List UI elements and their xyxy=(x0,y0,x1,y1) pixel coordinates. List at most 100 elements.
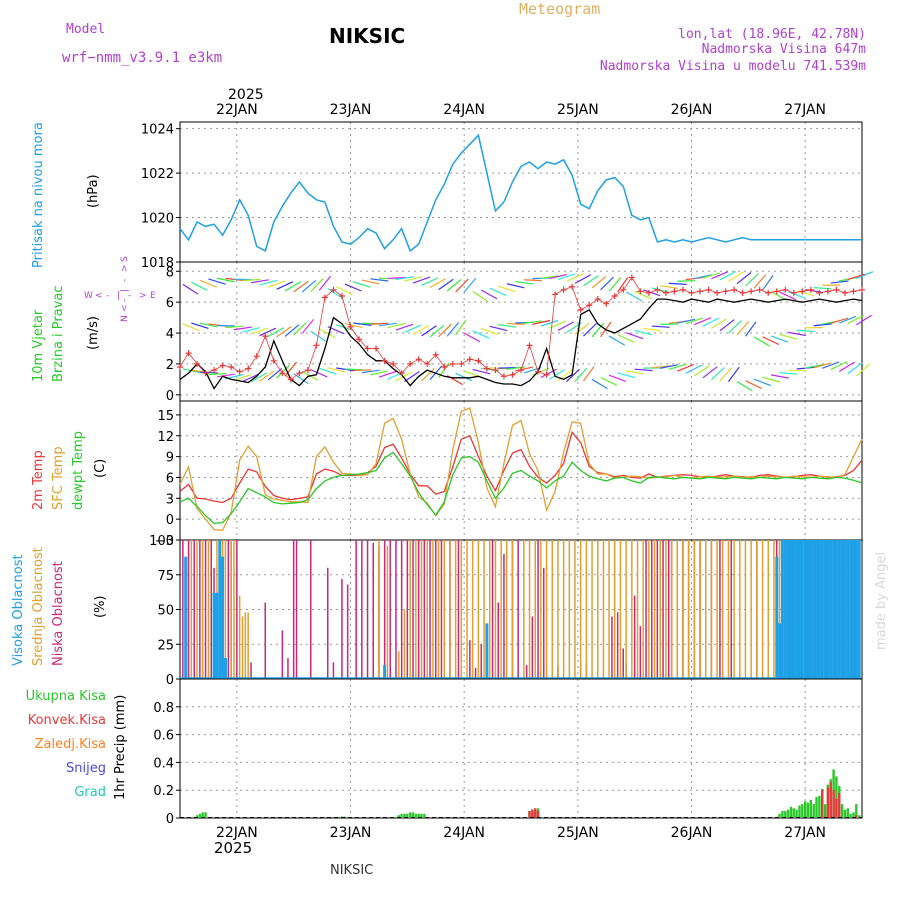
cloud-bar xyxy=(795,540,799,679)
y-tick-label: 0.4 xyxy=(153,756,174,771)
date-label-top: 22JAN xyxy=(216,102,258,118)
cloud-bar xyxy=(506,540,508,679)
model-label: Model xyxy=(66,22,105,37)
wind-arrow xyxy=(293,321,307,336)
cloud-bar xyxy=(417,540,420,679)
wind-arrow xyxy=(830,361,848,371)
cloud-bar xyxy=(184,556,188,679)
cloud-bar xyxy=(395,540,397,679)
wind-arrow xyxy=(216,324,235,327)
cloud-bar xyxy=(534,540,536,679)
date-label-top: 25JAN xyxy=(557,102,599,118)
wind-arrow xyxy=(421,325,437,337)
wind-dir-legend-char: < xyxy=(95,291,103,301)
cloud-bar xyxy=(383,665,387,679)
cloud-bar xyxy=(400,540,403,679)
pressure-unit: (hPa) xyxy=(86,174,101,208)
wind-arrow xyxy=(446,279,462,292)
cloud-bar xyxy=(852,540,855,679)
wind-arrow xyxy=(480,289,498,300)
precip-legend: Ukupna Kisa Konvek.Kisa Zaledj.Kisa Snijeg G… xyxy=(26,689,106,800)
cloud-bar xyxy=(196,540,198,679)
cloud-bar xyxy=(625,540,627,679)
cloud-bar xyxy=(659,540,661,679)
cloud-bar xyxy=(591,540,593,679)
cloud-bar xyxy=(327,567,329,679)
cloud-bar xyxy=(806,540,810,679)
cloud-bar xyxy=(829,540,833,679)
precip-bar xyxy=(795,809,798,818)
temp-unit: (C) xyxy=(93,459,108,478)
wind-arrow xyxy=(838,361,855,372)
wind-arrow xyxy=(719,270,737,281)
cloud-bar xyxy=(750,540,752,679)
cloud-bar xyxy=(597,540,599,679)
wind-arrow xyxy=(267,280,286,288)
cloud-bar xyxy=(332,662,335,679)
cloud-ylabel: Visoka Oblacnost xyxy=(11,554,26,666)
cloud-bar xyxy=(693,540,696,679)
wind-arrow xyxy=(557,369,573,382)
cloud-bar xyxy=(540,540,542,679)
cloud-bar xyxy=(346,584,349,679)
date-label-bottom: 26JAN xyxy=(671,825,713,841)
precip-bar xyxy=(829,781,832,818)
wind-arrow xyxy=(267,327,284,338)
y-tick-label: 6 xyxy=(166,471,174,486)
wind-arrow xyxy=(660,285,679,289)
wind-arrow xyxy=(250,327,269,335)
model-name: wrf−nmm_v3.9.1 e3km xyxy=(62,50,222,66)
wind-arrow xyxy=(463,332,481,343)
gust-line xyxy=(179,276,863,380)
cloud-bar xyxy=(264,602,266,679)
cloud-bar xyxy=(614,540,616,679)
wind-arrow xyxy=(711,318,727,329)
cloud-bar xyxy=(199,540,201,679)
y-tick-label: 9 xyxy=(166,451,174,466)
precip-legend-item: Grad xyxy=(74,785,106,800)
cloud-bar xyxy=(497,602,499,679)
cloud-bar xyxy=(238,595,241,679)
cloud-bar xyxy=(361,540,363,679)
temp-ylabel-sub: SFC Temp xyxy=(51,446,66,510)
cloud-bar xyxy=(523,540,525,679)
cloud-bar xyxy=(761,540,764,679)
wind-arrow xyxy=(336,285,353,296)
cloud-bar xyxy=(568,540,571,679)
panel-pressure: 1018 1020 1022 1024 Pritisak na nivou mora (h… xyxy=(31,121,863,271)
cloud-bar xyxy=(494,540,497,679)
cloud-bar xyxy=(733,540,735,679)
header-text: Model wrf−nmm_v3.9.1 e3km NIKSIC Meteogr… xyxy=(62,0,889,878)
date-label-top: 24JAN xyxy=(443,102,485,118)
wind-arrow xyxy=(301,319,315,334)
wind-arrow xyxy=(446,322,460,337)
cloud-bar xyxy=(244,612,247,679)
precip-bar xyxy=(409,812,412,818)
y-tick-label: 15 xyxy=(157,409,174,424)
precip-series-total_precip xyxy=(195,769,861,818)
cloud-bar xyxy=(826,540,830,679)
cloud-bar xyxy=(645,540,647,679)
cloud-bar xyxy=(722,540,724,679)
wind-arrow xyxy=(710,366,726,381)
wind-arrow xyxy=(694,365,710,377)
wind-arrow xyxy=(370,370,389,376)
cloud-bar xyxy=(212,592,216,679)
precip-bar xyxy=(536,811,540,818)
cloud-series-high_cloud xyxy=(184,540,861,679)
date-label-bottom: 23JAN xyxy=(330,825,372,841)
precip-bar xyxy=(400,813,403,818)
precip-bar xyxy=(414,813,418,818)
wind-arrow xyxy=(788,331,806,337)
cloud-bar xyxy=(636,540,639,679)
date-label-bottom: 27JAN xyxy=(784,825,826,841)
cloud-bar xyxy=(789,540,793,679)
cloud-bar xyxy=(221,556,225,679)
wind-arrow xyxy=(387,323,406,329)
wind-arrow xyxy=(736,321,750,336)
cloud-bar xyxy=(250,662,252,679)
pressure-ylabel: Pritisak na nivou mora xyxy=(31,122,46,268)
wind-arrow xyxy=(830,280,849,284)
precip-series-conv_precip xyxy=(528,781,858,818)
